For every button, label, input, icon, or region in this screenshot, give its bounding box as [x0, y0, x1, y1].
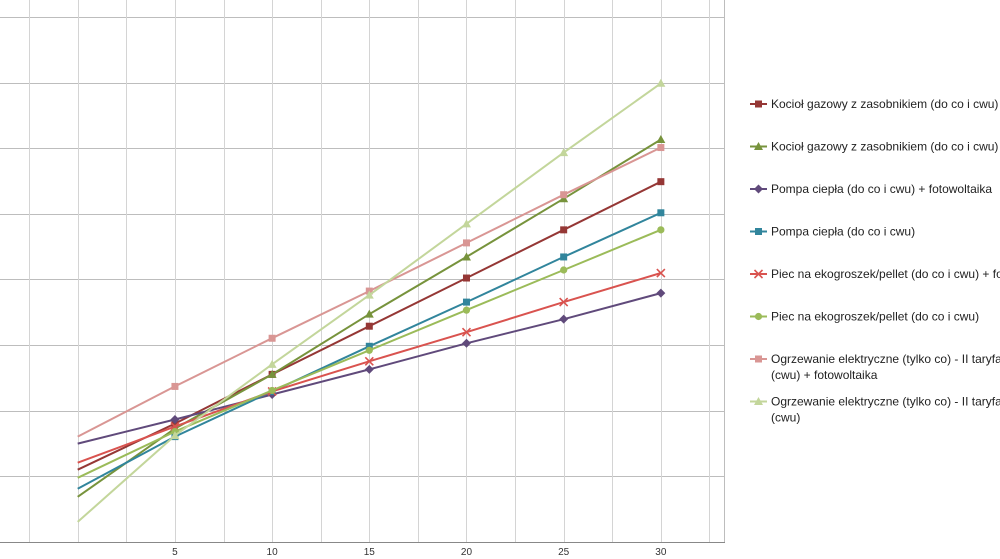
legend-label: Pompa ciepła (do co i cwu) + fotowoltaik… [771, 182, 992, 196]
data-point [461, 338, 471, 348]
data-point [657, 226, 665, 234]
data-point [268, 386, 276, 395]
data-point [754, 397, 763, 405]
data-point [461, 252, 471, 261]
legend-label: Ogrzewanie elektryczne (tylko co) - II t… [771, 395, 1000, 409]
legend-label: Piec na ekogroszek/pellet (do co i cwu) [771, 310, 979, 324]
legend-entry: Ogrzewanie elektryczne (tylko co) - II t… [750, 352, 1000, 382]
legend-label: Ogrzewanie elektryczne (tylko co) - II t… [771, 352, 1000, 366]
data-point [268, 334, 276, 342]
data-point [462, 274, 470, 282]
data-point [754, 312, 763, 321]
data-point [560, 266, 568, 274]
legend-entry: Kocioł gazowy z zasobnikiem (do co i cwu… [750, 97, 1000, 111]
data-point [657, 178, 665, 186]
legend-label: (cwu) + fotowoltaika [771, 368, 878, 382]
data-point [754, 142, 763, 150]
data-point [365, 322, 373, 330]
x-axis: 5 10 15 20 25 30 [0, 0, 725, 558]
data-point [559, 194, 569, 203]
x-tick-label: 10 [267, 547, 279, 558]
legend-entry: Kocioł gazowy z zasobnikiem (do co i cwu… [750, 140, 998, 154]
data-point [170, 431, 180, 440]
plot-area [77, 78, 666, 523]
data-point [560, 191, 568, 199]
series-3 [77, 288, 666, 445]
data-point [462, 298, 470, 306]
data-point [462, 306, 471, 314]
data-point [755, 355, 762, 363]
data-point [171, 382, 179, 390]
x-tick-label: 15 [364, 547, 376, 558]
x-tick-label: 30 [655, 547, 667, 558]
legend-entry: Ogrzewanie elektryczne (tylko co) - II t… [750, 395, 1000, 425]
legend-entry: Piec na ekogroszek/pellet (do co i cwu) [750, 310, 979, 324]
data-point [657, 144, 665, 152]
data-point [656, 78, 666, 87]
data-point [267, 359, 277, 368]
data-point [559, 314, 569, 324]
data-point [755, 100, 762, 108]
x-tick-label: 25 [558, 547, 570, 558]
legend-label: Kocioł gazowy z zasobnikiem (do co i cwu… [771, 140, 998, 154]
x-tick-label: 5 [172, 547, 178, 558]
data-point [267, 369, 277, 378]
gridlines [0, 0, 725, 543]
data-point [656, 135, 666, 144]
data-point [461, 219, 471, 228]
data-point [754, 184, 763, 194]
legend-label: Kocioł gazowy z zasobnikiem (do co i cwu… [771, 97, 1000, 111]
data-point [559, 297, 569, 307]
data-point [170, 415, 180, 425]
series-8 [77, 78, 666, 523]
data-point [560, 253, 568, 261]
data-point [364, 356, 374, 366]
data-point [364, 364, 374, 374]
data-point [365, 342, 373, 350]
data-point [657, 209, 665, 217]
data-point [364, 290, 374, 299]
data-point [753, 269, 764, 279]
data-point [461, 327, 472, 337]
data-point [364, 309, 374, 318]
series-5 [77, 268, 666, 464]
legend-entry: Pompa ciepła (do co i cwu) [750, 225, 915, 239]
legend-label: (cwu) [771, 411, 800, 425]
data-point [755, 228, 762, 235]
legend-label: Pompa ciepła (do co i cwu) [771, 225, 915, 239]
legend-entry: Piec na ekogroszek/pellet (do co i cwu) … [750, 267, 1000, 281]
data-point [559, 148, 569, 157]
data-point [462, 239, 470, 247]
data-point [656, 268, 666, 278]
legend-entry: Pompa ciepła (do co i cwu) + fotowoltaik… [750, 182, 992, 196]
data-point [656, 288, 666, 298]
legend: Kocioł gazowy z zasobnikiem (do co i cwu… [750, 97, 1000, 425]
data-point [560, 226, 568, 234]
data-point [365, 346, 373, 354]
legend-label: Piec na ekogroszek/pellet (do co i cwu) … [771, 267, 1000, 281]
x-tick-label: 20 [461, 547, 473, 558]
